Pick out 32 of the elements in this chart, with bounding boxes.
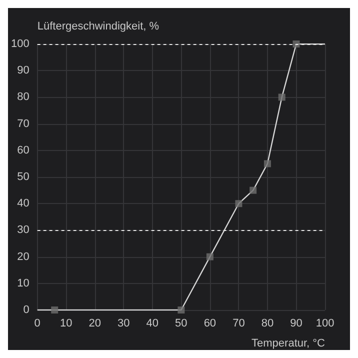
x-tick-label: 100 [316,318,334,330]
x-axis-title: Temperatur, °C [252,338,326,350]
x-tick-label: 50 [175,318,188,330]
y-tick-label: 70 [17,118,30,130]
point [250,186,257,194]
y-tick-label: 80 [17,91,30,104]
y-tick-label: 40 [17,198,30,210]
x-tick-label: 10 [60,318,72,330]
y-tick-label: 90 [17,64,30,77]
x-tick-label: 30 [118,318,130,330]
y-tick-label: 20 [17,250,30,263]
x-tick-label: 70 [232,318,245,330]
y-axis-title: Lüftergeschwindigkeit, % [37,20,160,32]
point [51,306,58,314]
x-tick-label: 80 [261,318,274,330]
point [206,253,214,260]
point [278,94,286,101]
x-tick-label: 90 [290,318,302,330]
point [178,306,185,314]
point [264,160,271,168]
y-tick-label: 0 [23,304,30,316]
y-tick-label: 60 [17,144,30,156]
point [235,200,242,208]
x-tick-label: 20 [88,318,102,330]
y-tick-label: 10 [17,277,30,290]
y-tick-label: 100 [10,38,30,50]
x-tick-label: 40 [146,318,159,330]
x-tick-label: 0 [34,318,40,330]
point [292,40,300,48]
y-tick-label: 50 [17,171,30,183]
y-tick-label: 30 [17,224,30,236]
x-tick-label: 60 [204,318,216,330]
